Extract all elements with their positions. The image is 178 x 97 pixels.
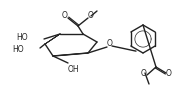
Text: O: O bbox=[88, 12, 94, 20]
Text: OH: OH bbox=[67, 65, 79, 74]
Text: O: O bbox=[166, 68, 172, 78]
Text: HO: HO bbox=[16, 32, 28, 42]
Text: O: O bbox=[141, 68, 147, 78]
Text: O: O bbox=[62, 10, 68, 19]
Text: HO: HO bbox=[12, 45, 24, 55]
Text: O: O bbox=[107, 39, 113, 48]
